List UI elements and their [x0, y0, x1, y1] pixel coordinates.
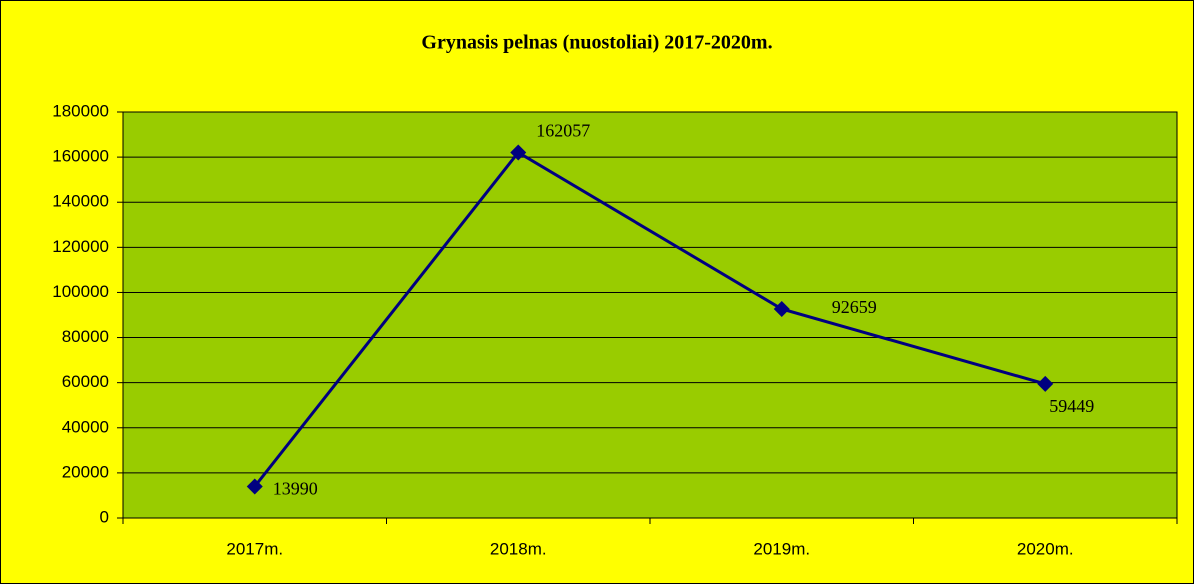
y-tick-label: 100000 [52, 282, 109, 301]
y-tick-label: 140000 [52, 192, 109, 211]
marker [510, 144, 527, 161]
y-tick-label: 20000 [62, 462, 109, 481]
y-tick-label: 80000 [62, 327, 109, 346]
marker [1037, 375, 1054, 392]
data-label: 59449 [1049, 396, 1094, 416]
chart-title: Grynasis pelnas (nuostoliai) 2017-2020m. [421, 32, 772, 54]
y-tick-label: 60000 [62, 372, 109, 391]
data-label: 92659 [832, 297, 877, 317]
data-label: 13990 [273, 479, 318, 499]
marker [773, 301, 790, 318]
x-tick-label: 2019m. [753, 539, 810, 558]
line [253, 150, 1046, 488]
y-tick-label: 120000 [52, 237, 109, 256]
data-label: 162057 [536, 121, 590, 141]
plot-area [122, 111, 1178, 519]
y-tick-label: 40000 [62, 417, 109, 436]
marker [246, 478, 263, 495]
y-tick-label: 180000 [52, 101, 109, 120]
x-tick-label: 2020m. [1017, 539, 1074, 558]
y-tick-label: 160000 [52, 147, 109, 166]
y-tick-label: 0 [100, 507, 109, 526]
x-tick-label: 2017m. [226, 539, 283, 558]
x-tick-label: 2018m. [490, 539, 547, 558]
